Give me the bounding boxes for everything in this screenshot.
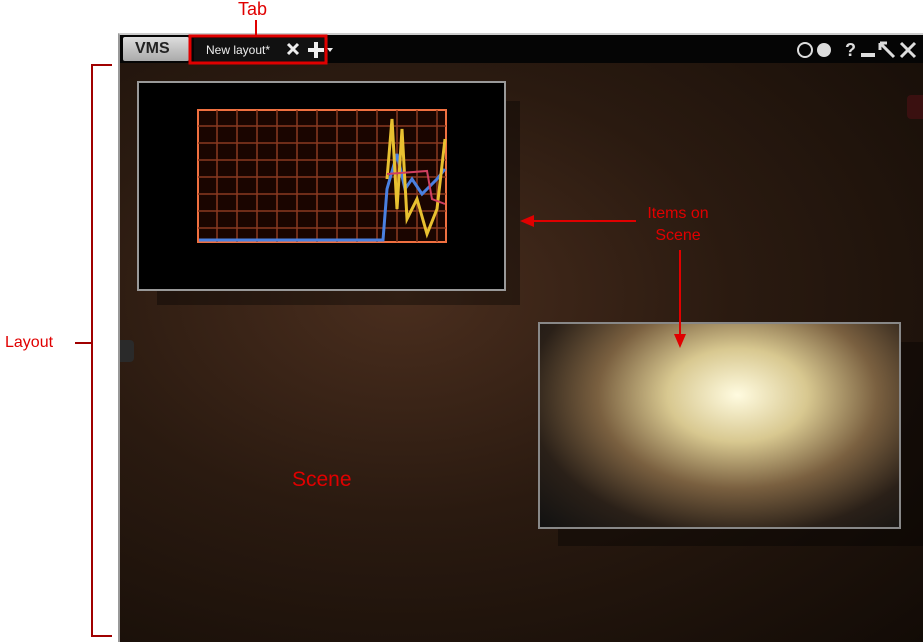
layout-annotation: Layout xyxy=(5,334,54,351)
thumbnail-grid xyxy=(198,110,446,242)
app-menu-button[interactable]: VMS xyxy=(123,37,189,61)
items-annotation-line: Scene xyxy=(655,227,701,244)
items-annotation-line: Items on xyxy=(647,205,709,222)
chart-thumbnail xyxy=(197,109,447,243)
tab-dropdown[interactable] xyxy=(327,48,333,52)
window-controls[interactable]: ? xyxy=(795,39,923,61)
connection-icon[interactable] xyxy=(817,43,831,57)
camera-item[interactable] xyxy=(538,322,901,529)
scene-annotation: Scene xyxy=(292,468,352,491)
thumbnail-line xyxy=(386,169,446,205)
items-annotation: Items on Scene xyxy=(620,203,736,247)
close-tab-icon[interactable] xyxy=(286,42,300,56)
layout-tab[interactable]: New layout* xyxy=(194,38,328,62)
tab-annotation: Tab xyxy=(238,0,268,19)
left-panel-toggle[interactable] xyxy=(120,340,134,362)
app-button-label: VMS xyxy=(135,40,170,57)
help-icon[interactable]: ? xyxy=(845,40,856,60)
tab-title: New layout* xyxy=(206,43,271,57)
tab-controls[interactable] xyxy=(285,40,335,60)
maximize-icon[interactable] xyxy=(878,41,896,59)
chart-item[interactable] xyxy=(137,81,506,291)
layout-bracket xyxy=(75,64,112,637)
close-icon[interactable] xyxy=(899,41,917,59)
arrowhead xyxy=(674,334,686,348)
title-bar: VMS New layout* ? xyxy=(120,35,923,63)
thumbnail-line xyxy=(385,118,447,239)
tab-highlight xyxy=(188,34,328,65)
arrowhead xyxy=(520,215,534,227)
right-panel-toggle[interactable] xyxy=(907,95,923,119)
minimize-icon[interactable] xyxy=(861,53,875,57)
new-tab-icon[interactable] xyxy=(308,42,324,58)
settings-icon[interactable] xyxy=(797,42,813,58)
